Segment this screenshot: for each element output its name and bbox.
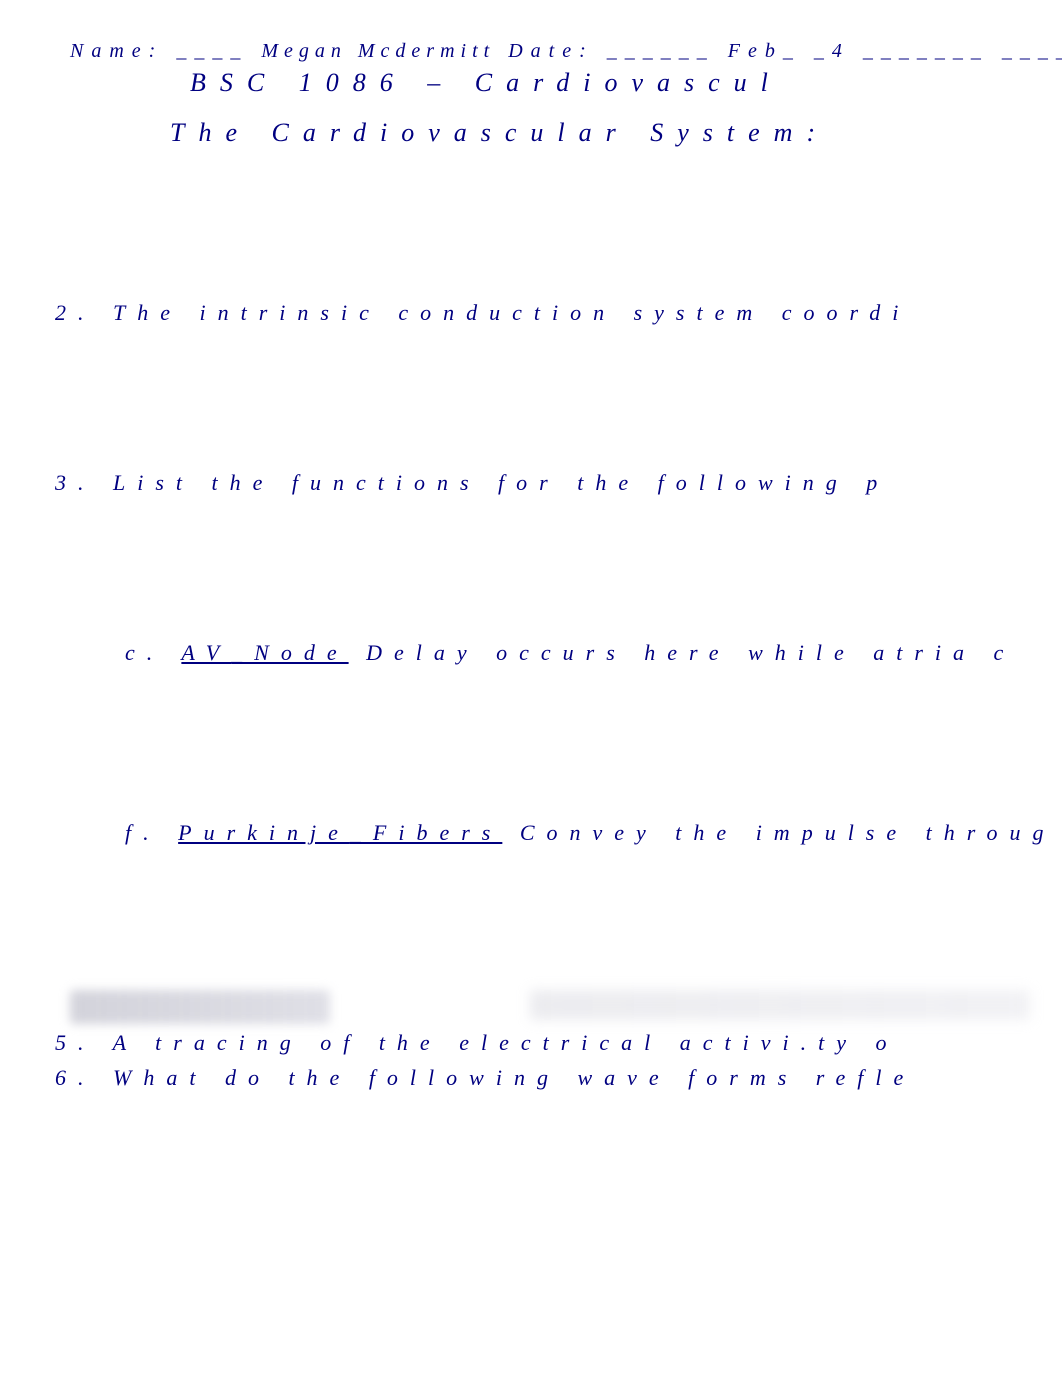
question-6: 6. What do the following wave forms refl… [55, 1065, 915, 1091]
q3c-answer1: AV [181, 640, 231, 665]
question-3f: f. Purkinje_Fibers Convey the impulse th… [125, 820, 1055, 846]
question-3: 3. List the functions for the following … [55, 470, 889, 496]
name-prefix: ____ [176, 40, 248, 62]
blurred-region-1 [70, 990, 330, 1024]
q3f-answer1: Purkinje [178, 820, 350, 845]
q3f-answer3: Convey the impulse throug [520, 820, 1056, 845]
header-name-line: Name: ____ Megan Mcdermitt Date: ______ … [70, 40, 1062, 63]
q5-number: 5. [55, 1030, 96, 1055]
q5-text: A tracing of the electrical activi.ty o [113, 1030, 899, 1055]
q3f-label: f. [125, 820, 161, 845]
q3c-answer3: Delay occurs here while atria c [366, 640, 1015, 665]
page-title-line1: BSC 1086 – Cardiovascul [190, 68, 782, 98]
question-3c: c. AV_Node Delay occurs here while atria… [125, 640, 1015, 666]
blurred-region-2 [530, 990, 1030, 1020]
q3-number: 3. [55, 470, 96, 495]
q3c-label: c. [125, 640, 164, 665]
q3c-answer2: _Node [231, 640, 348, 665]
q3f-answer2: _Fibers [350, 820, 502, 845]
name-value: Megan Mcdermitt [261, 40, 495, 63]
q6-number: 6. [55, 1065, 96, 1090]
q6-text: What do the following wave forms refle [113, 1065, 915, 1090]
question-2: 2. The intrinsic conduction system coord… [55, 300, 910, 326]
date-label: Date: [508, 40, 594, 62]
date-suffix: _______ ____ [863, 40, 1062, 62]
date-value: Feb_ _4 [728, 40, 850, 62]
question-5: 5. A tracing of the electrical activi.ty… [55, 1030, 899, 1056]
page-title-line2: The Cardiovascular System: [170, 118, 829, 148]
q2-number: 2. [55, 300, 96, 325]
q3-text: List the functions for the following p [113, 470, 889, 495]
q2-text: The intrinsic conduction system coordi [113, 300, 910, 325]
date-prefix: ______ [607, 40, 715, 62]
name-label: Name: [70, 40, 163, 62]
